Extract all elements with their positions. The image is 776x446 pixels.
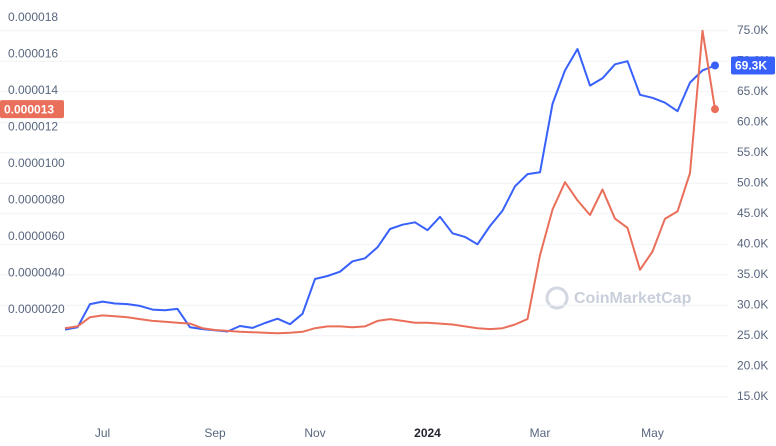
y2-tick-label: 20.0K (737, 358, 768, 372)
price-badge-label: 69.3K (735, 59, 767, 73)
y2-tick-label: 35.0K (737, 267, 768, 281)
y-tick-label: 0.0000040 (8, 266, 65, 280)
y2-tick-label: 65.0K (737, 84, 768, 98)
watermark: CoinMarketCap (574, 290, 692, 307)
y-tick-label: 0.0000100 (8, 156, 65, 170)
y2-tick-label: 25.0K (737, 328, 768, 342)
series-line (64, 48, 716, 333)
x-tick-label: 2024 (414, 426, 441, 440)
y-tick-label: 0.0000060 (8, 229, 65, 243)
x-tick-label: Mar (530, 426, 551, 440)
y-tick-label: 0.0000020 (8, 302, 65, 316)
y-tick-label: 0.000012 (8, 120, 58, 134)
price-badge-label: 0.000013 (4, 102, 54, 116)
y2-tick-label: 15.0K (737, 389, 768, 403)
price-badge (0, 100, 64, 119)
y-tick-label: 0.000014 (8, 83, 58, 97)
x-tick-label: Sep (204, 426, 226, 440)
y-tick-label: 0.000016 (8, 47, 58, 61)
last-point (711, 61, 719, 70)
y2-tick-label: 45.0K (737, 206, 768, 220)
x-tick-label: Jul (95, 426, 110, 440)
x-tick-label: May (641, 426, 664, 440)
y2-tick-label: 30.0K (737, 297, 768, 311)
series-line (64, 29, 716, 335)
y2-tick-label: 75.0K (737, 23, 768, 37)
watermark-logo (545, 286, 569, 310)
price-badge (731, 56, 775, 75)
y2-tick-label: 40.0K (737, 236, 768, 250)
x-tick-label: Nov (304, 426, 325, 440)
last-point (711, 105, 719, 114)
y2-tick-label: 50.0K (737, 175, 768, 189)
y-tick-label: 0.0000080 (8, 193, 65, 207)
grid (0, 30, 728, 398)
y2-tick-label: 60.0K (737, 114, 768, 128)
y2-tick-label: 55.0K (737, 145, 768, 159)
y-tick-label: 0.000018 (8, 10, 58, 24)
